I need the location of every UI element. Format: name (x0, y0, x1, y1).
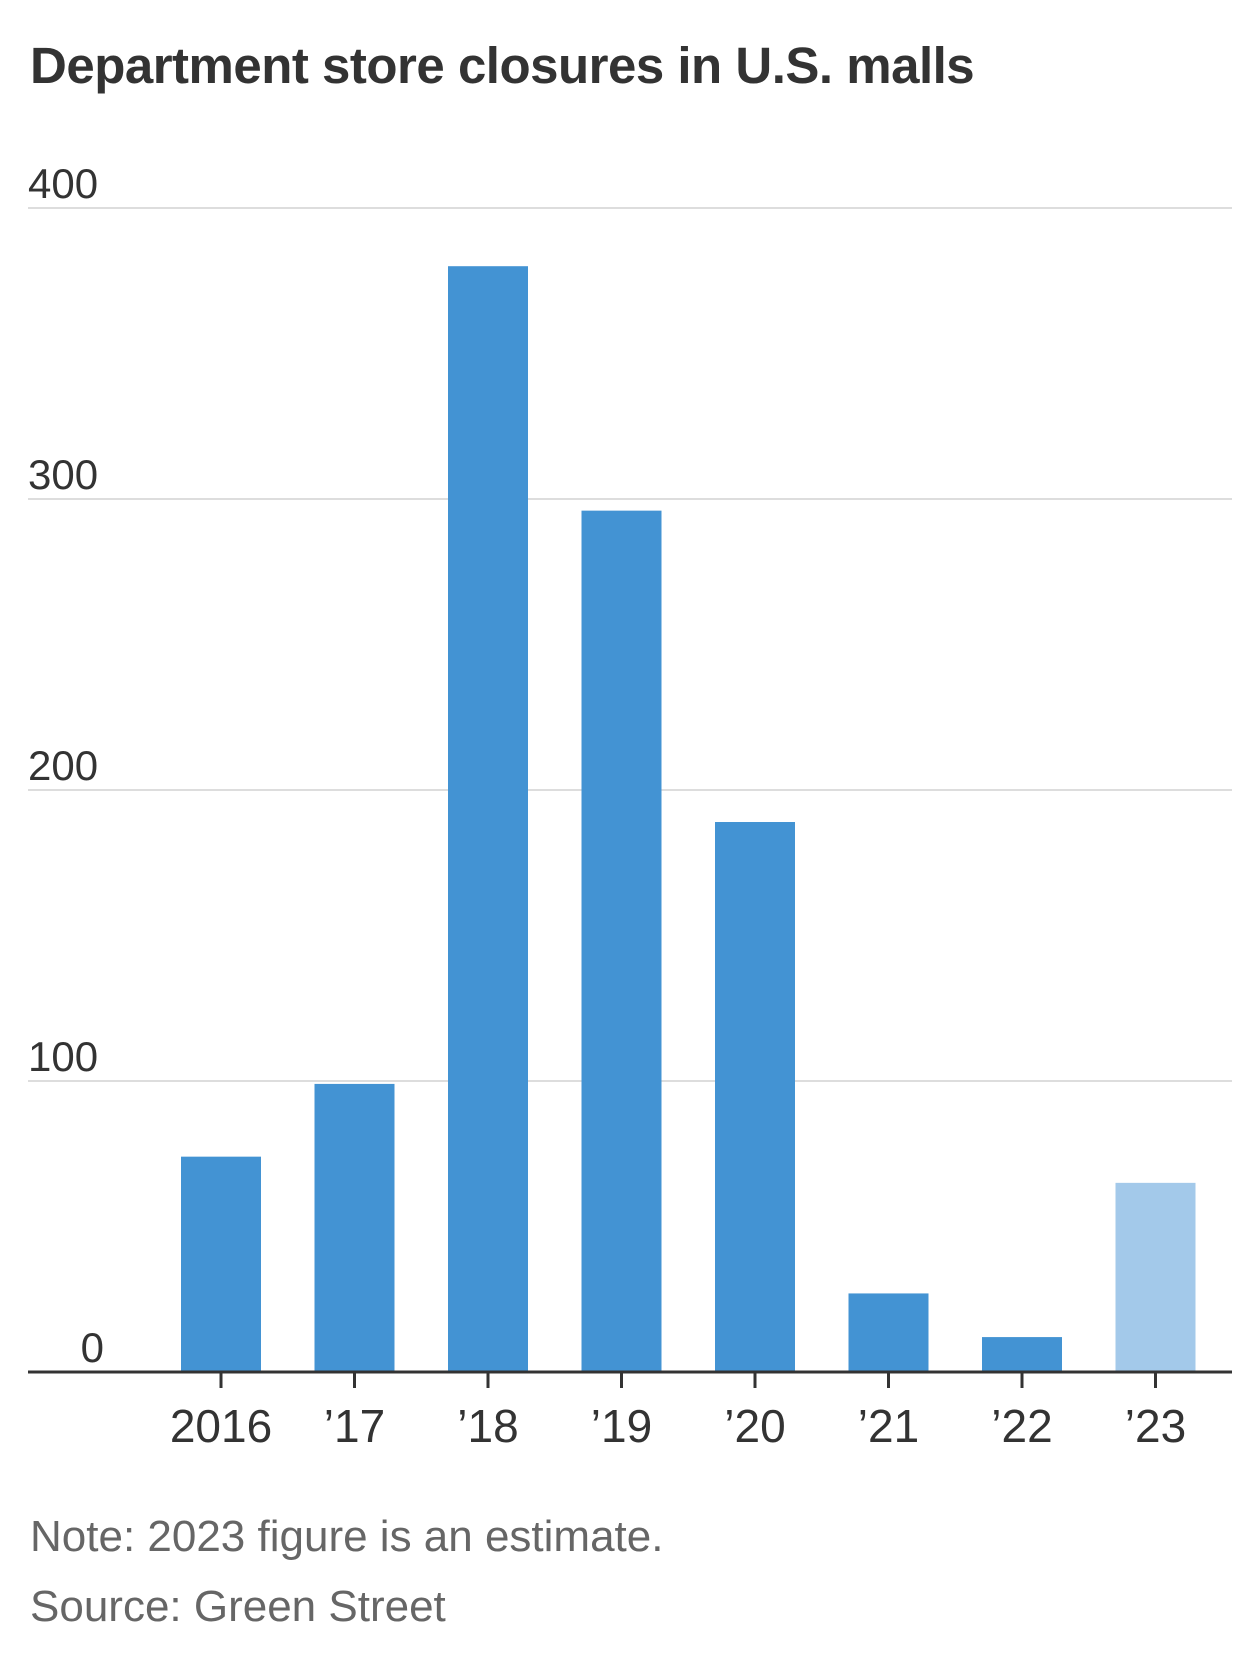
chart-note: Note: 2023 figure is an estimate. (30, 1512, 664, 1561)
bar (715, 822, 795, 1372)
x-tick-label: ’18 (457, 1400, 518, 1452)
bar (848, 1293, 929, 1372)
x-tick-label: ’17 (324, 1400, 385, 1452)
bar (181, 1156, 261, 1372)
chart-source: Source: Green Street (30, 1582, 446, 1631)
x-tick-label: 2016 (170, 1400, 272, 1452)
x-tick-label: ’20 (724, 1400, 785, 1452)
bar (581, 510, 662, 1372)
chart-title: Department store closures in U.S. malls (30, 37, 975, 94)
bar (314, 1083, 395, 1372)
x-tick-label: ’22 (991, 1400, 1052, 1452)
x-tick-label: ’19 (591, 1400, 652, 1452)
y-tick-label: 100 (28, 1033, 98, 1080)
x-tick-label: ’21 (858, 1400, 919, 1452)
y-tick-label: 300 (28, 451, 98, 498)
x-tick-label: ’23 (1125, 1400, 1186, 1452)
y-tick-label: 400 (28, 160, 98, 207)
y-tick-label: 200 (28, 742, 98, 789)
bar (982, 1337, 1062, 1372)
bar-chart: 0 100 200 300 400 2016 ’17 ’18 ’19 ’20 ’21 ’22 ’23 (28, 160, 1232, 1452)
bar (448, 266, 528, 1373)
bar (1115, 1182, 1196, 1372)
y-tick-label: 0 (81, 1324, 104, 1371)
